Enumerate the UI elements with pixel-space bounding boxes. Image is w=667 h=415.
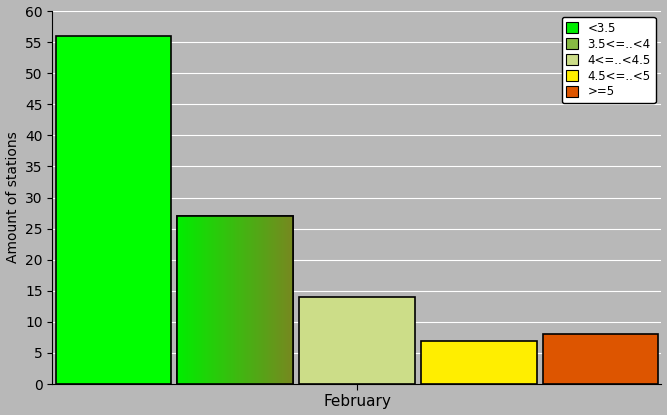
Bar bbox=[177, 216, 293, 384]
Bar bbox=[299, 297, 415, 384]
Bar bbox=[543, 334, 658, 384]
Bar bbox=[55, 36, 171, 384]
Legend: <3.5, 3.5<=..<4, 4<=..<4.5, 4.5<=..<5, >=5: <3.5, 3.5<=..<4, 4<=..<4.5, 4.5<=..<5, >… bbox=[562, 17, 656, 103]
Bar bbox=[177, 216, 293, 384]
Bar bbox=[421, 341, 537, 384]
Y-axis label: Amount of stations: Amount of stations bbox=[5, 132, 19, 264]
